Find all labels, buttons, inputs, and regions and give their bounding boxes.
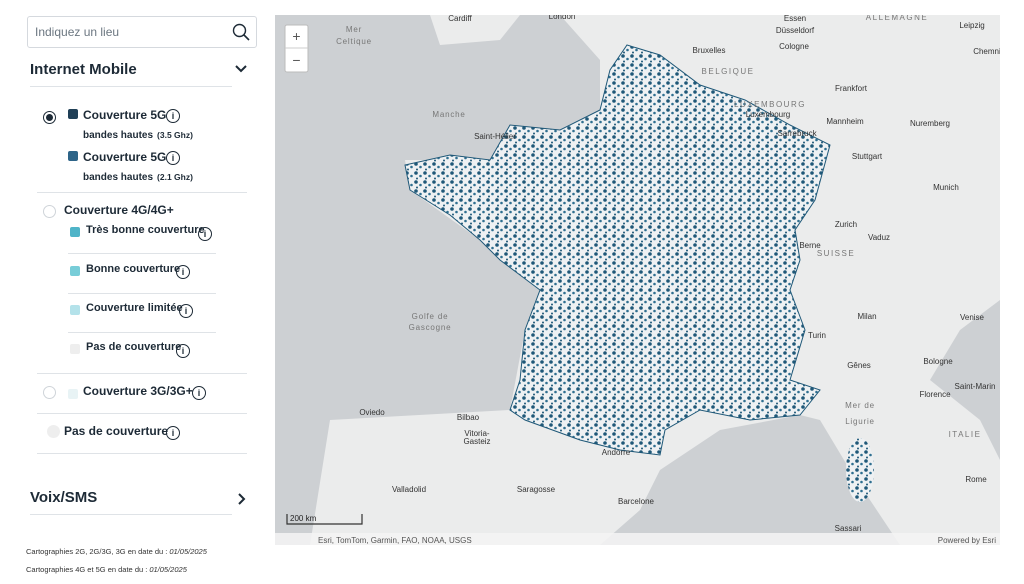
section-title[interactable]: Internet Mobile <box>30 61 137 78</box>
info-icon[interactable]: i <box>166 426 180 440</box>
footer-text: Cartographies 4G et 5G en date du : <box>26 565 148 574</box>
search-icon[interactable] <box>232 23 250 41</box>
scale-bar <box>286 514 363 525</box>
city-label: Leipzig <box>959 21 984 30</box>
city-label: Turin <box>808 331 826 340</box>
chevron-right[interactable] <box>238 493 246 505</box>
city-label: London <box>549 15 576 21</box>
city-label: Florence <box>919 390 951 399</box>
scale-label: 200 km <box>290 514 317 523</box>
city-label: Chemni <box>973 47 1000 56</box>
coverage-corsica <box>846 438 874 502</box>
city-label: Cardiff <box>448 15 472 23</box>
region-label: Golfe de <box>412 312 449 321</box>
city-label: Berne <box>799 241 821 250</box>
region-label: SUISSE <box>817 249 855 258</box>
city-label: Barcelone <box>618 497 655 506</box>
region-label: Mer <box>346 25 362 34</box>
sidebar: Indiquez un lieu Internet Mobile Couvert… <box>0 0 272 584</box>
chevron-down[interactable] <box>235 65 247 73</box>
region-label: Celtique <box>336 37 372 46</box>
city-label: Saint-Marin <box>955 382 996 391</box>
city-label: Bologne <box>923 357 953 366</box>
city-label: Bruxelles <box>693 46 726 55</box>
legend-level: Bonne couverture <box>86 263 181 275</box>
footer-date: 01/05/2025 <box>169 547 207 556</box>
city-label: Zurich <box>835 220 857 229</box>
legend-sub: bandes hautes <box>83 130 154 141</box>
city-label: Valladolid <box>392 485 426 494</box>
search-placeholder: Indiquez un lieu <box>35 25 120 39</box>
radio[interactable] <box>47 425 60 438</box>
legend-level: Pas de couverture <box>86 341 182 353</box>
city-label: Luxembourg <box>746 110 790 119</box>
city-label: Frankfort <box>835 84 868 93</box>
powered-by: Powered by Esri <box>938 536 996 545</box>
legend-band: (3.5 Ghz) <box>157 130 193 140</box>
city-label: Munich <box>933 183 959 192</box>
city-label: Rome <box>965 475 987 484</box>
city-label: Vitoria- <box>464 429 490 438</box>
info-icon[interactable]: i <box>166 151 180 165</box>
city-label: Düsseldorf <box>776 26 815 35</box>
city-label: Cologne <box>779 42 809 51</box>
city-label: Essen <box>784 15 806 23</box>
legend-sub: bandes hautes (3.5 Ghz) <box>83 130 193 141</box>
city-label: Saragosse <box>517 485 556 494</box>
radio[interactable] <box>43 386 56 399</box>
legend-sub: bandes hautes (2.1 Ghz) <box>83 172 193 183</box>
legend-sub: bandes hautes <box>83 172 154 183</box>
info-icon[interactable]: i <box>176 265 190 279</box>
region-label: BELGIQUE <box>702 67 755 76</box>
legend-label: Couverture 5G <box>83 108 167 122</box>
legend-band: (2.1 Ghz) <box>157 172 193 182</box>
footer-text: Cartographies 2G, 2G/3G, 3G en date du : <box>26 547 168 556</box>
city-label: Mannheim <box>826 117 864 126</box>
footer-note: Cartographies 2G, 2G/3G, 3G en date du :… <box>26 547 207 556</box>
zoom-in[interactable]: + <box>292 28 300 44</box>
region-label: ALLEMAGNE <box>866 15 928 22</box>
search-box[interactable]: Indiquez un lieu <box>27 16 257 48</box>
attribution: Esri, TomTom, Garmin, FAO, NOAA, USGS <box>318 536 472 545</box>
coverage-france <box>404 44 831 456</box>
city-label: Milan <box>857 312 876 321</box>
city-label: Andorre <box>602 448 631 457</box>
info-icon[interactable]: i <box>166 109 180 123</box>
city-label: Bilbao <box>457 413 480 422</box>
city-label: Saint-Hélier <box>474 132 516 141</box>
info-icon[interactable]: i <box>198 227 212 241</box>
radio[interactable] <box>43 205 56 218</box>
legend-level: Très bonne couverture <box>86 224 205 236</box>
info-icon[interactable]: i <box>179 304 193 318</box>
legend-label: Couverture 5G <box>83 150 167 164</box>
region-label: LUXEMBOURG <box>734 100 806 109</box>
city-label: Gênes <box>847 361 871 370</box>
city-label: Gasteiz <box>463 437 490 446</box>
city-label: Sarrebruck <box>777 129 817 138</box>
region-label: Mer de <box>845 401 875 410</box>
info-icon[interactable]: i <box>192 386 206 400</box>
zoom-out[interactable]: − <box>292 52 300 68</box>
city-label: Venise <box>960 313 985 322</box>
city-label: Oviedo <box>359 408 385 417</box>
legend-level: Couverture limitée <box>86 302 183 314</box>
section-title[interactable]: Voix/SMS <box>30 489 98 506</box>
legend-label: Pas de couverture <box>64 424 169 438</box>
region-label: Manche <box>432 110 465 119</box>
city-label: Stuttgart <box>852 152 883 161</box>
city-label: Sassari <box>835 524 862 533</box>
region-label: Gascogne <box>409 323 452 332</box>
footer-note: Cartographies 4G et 5G en date du :01/05… <box>26 565 187 574</box>
map[interactable]: Cardiff London Essen Düsseldorf ALLEMAGNE Lei… <box>275 15 1000 545</box>
footer-date: 01/05/2025 <box>149 565 187 574</box>
city-label: Nuremberg <box>910 119 950 128</box>
region-label: Ligurie <box>845 417 875 426</box>
region-label: ITALIE <box>949 430 982 439</box>
legend-label: Couverture 4G/4G+ <box>64 203 174 217</box>
legend-label: Couverture 3G/3G+ <box>83 384 193 398</box>
info-icon[interactable]: i <box>176 344 190 358</box>
city-label: Vaduz <box>868 233 890 242</box>
radio-selected[interactable] <box>43 111 56 124</box>
